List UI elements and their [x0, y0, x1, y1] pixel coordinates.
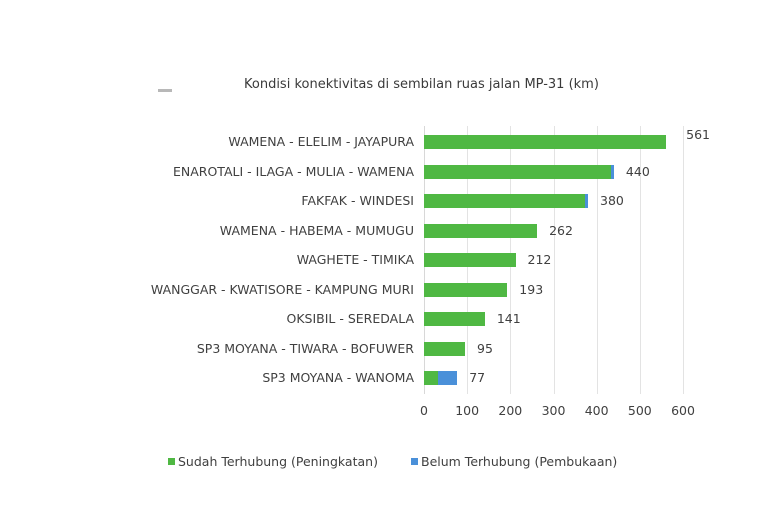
legend-swatch-green — [168, 458, 175, 465]
gridline — [683, 126, 684, 394]
category-label: OKSIBIL - SEREDALA — [286, 311, 414, 326]
bar-segment-sudah-terhubung — [424, 253, 516, 267]
category-label: FAKFAK - WINDESI — [301, 193, 414, 208]
bar-value-label: 77 — [469, 370, 486, 385]
bar-row — [424, 223, 538, 238]
bar-row — [424, 282, 508, 297]
bar-value-label: 262 — [549, 222, 573, 238]
bar-row — [424, 253, 516, 267]
bar-row — [424, 164, 614, 179]
bar-value-label: 193 — [519, 281, 544, 297]
bar-row — [424, 312, 485, 326]
bar-row — [424, 194, 589, 208]
x-tick-label: 400 — [584, 403, 609, 418]
x-tick-label: 100 — [455, 403, 480, 418]
bar-segment-sudah-terhubung — [424, 135, 667, 149]
x-tick-label: 300 — [541, 403, 566, 418]
bar-segment-sudah-terhubung — [424, 164, 612, 179]
legend-label: Sudah Terhubung (Peningkatan) — [178, 454, 378, 469]
bar-value-label: 212 — [527, 252, 552, 267]
legend-label: Belum Terhubung (Pembukaan) — [421, 454, 618, 469]
legend-swatch-blue — [411, 458, 418, 465]
legend-item-sudah-terhubung: Sudah Terhubung (Peningkatan) — [168, 454, 378, 469]
x-tick-label: 200 — [498, 403, 523, 418]
bar-row — [424, 341, 465, 356]
bar-value-label: 95 — [477, 340, 493, 356]
bar-segment-sudah-terhubung — [424, 282, 508, 297]
bar-segment-sudah-terhubung — [424, 223, 538, 238]
plot-area: 561 440 380 262 212 193 141 95 77 — [424, 126, 710, 394]
legend-item-belum-terhubung: Belum Terhubung (Pembukaan) — [411, 454, 617, 469]
bar-value-label: 440 — [625, 163, 650, 179]
category-label: SP3 MOYANA - WANOMA — [262, 370, 414, 385]
bar-segment-sudah-terhubung — [424, 194, 585, 208]
category-label: WANGGAR - KWATISORE - KAMPUNG MURI — [150, 281, 414, 297]
gridline — [639, 126, 641, 394]
bar-row — [424, 371, 458, 385]
bar-segment-belum-terhubung — [611, 164, 614, 179]
category-label: WAMENA - HABEMA - MUMUGU — [219, 222, 414, 238]
bar-value-label: 380 — [600, 193, 624, 208]
bar-segment-belum-terhubung — [437, 371, 458, 385]
bar-value-label: 141 — [496, 311, 521, 326]
bar-segment-belum-terhubung — [585, 194, 589, 208]
bar-segment-sudah-terhubung — [424, 312, 485, 326]
x-tick-label: 600 — [671, 403, 695, 418]
gridline — [596, 126, 598, 394]
bar-segment-sudah-terhubung — [424, 341, 465, 356]
category-label: WAGHETE - TIMIKA — [296, 252, 414, 267]
category-label: ENAROTALI - ILAGA - MULIA - WAMENA — [172, 163, 414, 179]
x-tick-label: 500 — [627, 403, 652, 418]
gridline — [553, 126, 555, 394]
bar-segment-sudah-terhubung — [424, 371, 438, 385]
chart-title: Kondisi konektivitas di sembilan ruas ja… — [244, 77, 599, 92]
x-tick-label: 0 — [420, 403, 428, 418]
category-label: SP3 MOYANA - TIWARA - BOFUWER — [196, 340, 414, 356]
bar-row — [424, 135, 667, 149]
category-label: WAMENA - ELELIM - JAYAPURA — [228, 134, 414, 149]
figure-number-redacted — [158, 77, 238, 92]
bar-value-label: 561 — [686, 127, 711, 142]
